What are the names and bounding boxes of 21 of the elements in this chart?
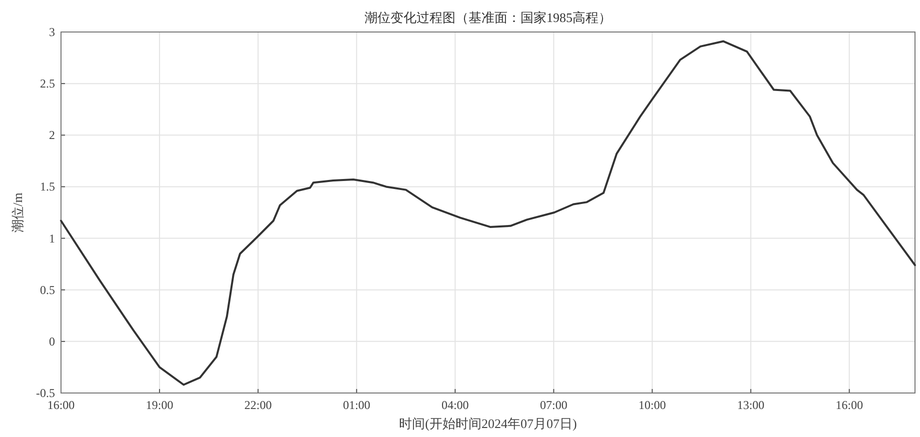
y-tick-label: 2.5 — [40, 76, 55, 91]
x-tick-label: 22:00 — [244, 398, 272, 412]
x-tick-label: 01:00 — [342, 398, 370, 412]
line-series — [60, 40, 916, 386]
x-tick-label: 16:00 — [47, 398, 75, 412]
y-tick-label: -0.5 — [36, 386, 55, 400]
y-tick-label: 0.5 — [40, 282, 55, 297]
y-tick-label: 1 — [49, 231, 55, 246]
y-tick-label: 2 — [49, 128, 55, 142]
x-tick-label: 13:00 — [737, 398, 764, 412]
y-tick-label: 0 — [49, 334, 55, 348]
y-tick-label: 3 — [49, 25, 55, 39]
y-tick-label: 1.5 — [40, 180, 55, 194]
x-tick-label: 10:00 — [638, 398, 666, 412]
x-tick-label: 16:00 — [836, 398, 863, 412]
x-axis-title: 时间(开始时间2024年07月07日) — [399, 416, 577, 431]
x-tick-label: 07:00 — [540, 398, 568, 412]
y-axis-title: 潮位/m — [10, 192, 25, 232]
x-tick-label: 04:00 — [441, 398, 469, 412]
chart-title: 潮位变化过程图（基准面：国家1985高程） — [364, 10, 612, 25]
x-tick-label: 19:00 — [146, 398, 174, 412]
